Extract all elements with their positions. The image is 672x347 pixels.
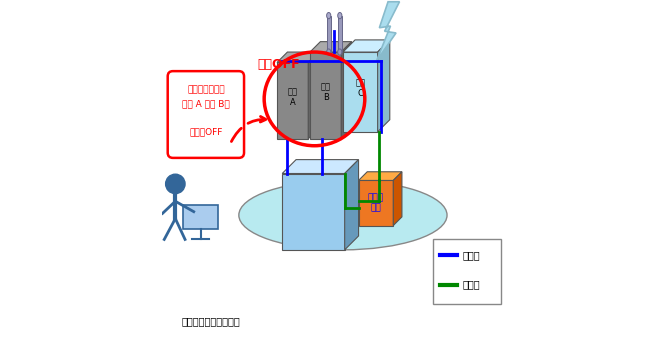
- Polygon shape: [308, 52, 319, 139]
- Polygon shape: [341, 42, 351, 139]
- Polygon shape: [345, 160, 359, 250]
- Polygon shape: [338, 16, 342, 52]
- Ellipse shape: [327, 12, 331, 19]
- FancyBboxPatch shape: [433, 239, 501, 304]
- Polygon shape: [282, 174, 345, 250]
- Polygon shape: [359, 172, 402, 180]
- Polygon shape: [310, 42, 351, 52]
- Ellipse shape: [239, 180, 447, 250]
- Text: 装置
C: 装置 C: [355, 79, 366, 98]
- Text: 遠隔操作により
装置 A 及び Bの

電源をOFF: 遠隔操作により 装置 A 及び Bの 電源をOFF: [182, 86, 230, 136]
- Circle shape: [165, 174, 185, 194]
- Polygon shape: [277, 62, 308, 139]
- Text: 電源OFF: 電源OFF: [257, 58, 300, 71]
- FancyBboxPatch shape: [168, 71, 244, 158]
- Polygon shape: [376, 2, 399, 61]
- Text: 非常用
電源: 非常用 電源: [368, 193, 384, 213]
- Polygon shape: [359, 180, 393, 226]
- Polygon shape: [282, 160, 359, 174]
- Text: オペレーションセンタ: オペレーションセンタ: [181, 316, 241, 327]
- Polygon shape: [327, 16, 331, 52]
- Ellipse shape: [327, 49, 331, 55]
- Polygon shape: [183, 205, 218, 229]
- Ellipse shape: [338, 49, 342, 55]
- Text: 装置
A: 装置 A: [288, 87, 298, 107]
- Polygon shape: [310, 52, 341, 139]
- Text: 電源線: 電源線: [462, 280, 480, 289]
- Ellipse shape: [338, 12, 342, 19]
- Polygon shape: [343, 40, 390, 52]
- Text: 装置
B: 装置 B: [321, 82, 331, 102]
- Text: 通信線: 通信線: [462, 250, 480, 260]
- Polygon shape: [343, 52, 378, 132]
- Polygon shape: [393, 172, 402, 226]
- Polygon shape: [277, 52, 319, 62]
- Polygon shape: [378, 40, 390, 132]
